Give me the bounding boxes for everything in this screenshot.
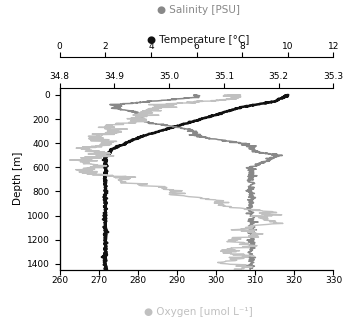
Text: ● Oxygen [umol L⁻¹]: ● Oxygen [umol L⁻¹] — [144, 307, 253, 317]
Text: ● Temperature [°C]: ● Temperature [°C] — [147, 35, 250, 45]
Text: ● Salinity [PSU]: ● Salinity [PSU] — [157, 5, 240, 15]
Y-axis label: Depth [m]: Depth [m] — [13, 152, 23, 205]
